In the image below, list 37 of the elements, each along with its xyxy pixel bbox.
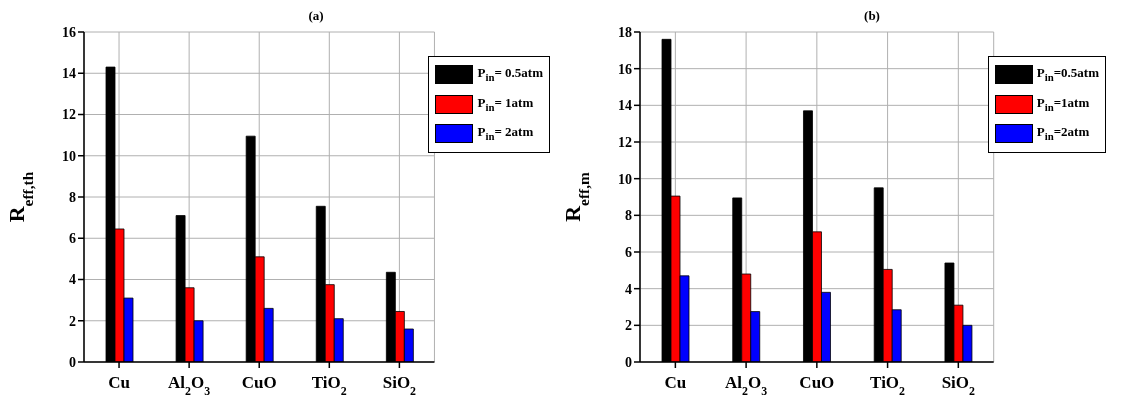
y-tick-label: 0: [69, 354, 76, 370]
y-tick-label: 0: [625, 354, 632, 370]
y-tick-label: 2: [69, 313, 76, 329]
y-tick-label: 8: [625, 208, 632, 224]
x-tick-label: CuO: [241, 373, 277, 392]
y-tick-label: 18: [618, 24, 632, 40]
x-tick-label: TiO$_{2}$: [870, 373, 906, 398]
y-tick-label: 14: [618, 98, 632, 114]
x-tick-label: Cu: [664, 373, 687, 392]
y-tick-label: 12: [62, 107, 76, 123]
x-tick-label: CuO: [799, 373, 835, 392]
chart-title: (a): [307, 8, 325, 25]
y-tick-label: 4: [69, 272, 76, 288]
y-tick-label: 2: [625, 318, 632, 334]
y-tick-label: 10: [62, 148, 76, 164]
chart-title: (b): [863, 8, 881, 25]
y-tick-label: 8: [69, 189, 76, 205]
legend-label: P$_{in}$= 2atm: [477, 123, 534, 144]
y-tick-label: 16: [62, 24, 76, 40]
y-tick-label: 4: [625, 281, 632, 297]
x-tick-label: TiO$_{2}$: [311, 373, 347, 398]
legend-label: P$_{in}$=1atm: [1036, 93, 1090, 115]
x-tick-label: SiO$_{2}$: [941, 373, 976, 398]
y-tick-label: 16: [618, 61, 632, 77]
legend-label: P$_{in}$= 0.5atm: [477, 64, 543, 85]
legend-label: P$_{in}$=0.5atm: [1036, 64, 1099, 85]
y-tick-label: 6: [625, 244, 632, 260]
y-tick-label: 14: [62, 66, 76, 82]
legend-label: P$_{in}$=2atm: [1036, 123, 1090, 144]
x-tick-label: Cu: [108, 373, 130, 392]
y-tick-label: 6: [69, 231, 76, 247]
y-tick-label: 10: [618, 171, 632, 187]
y-tick-label: 12: [618, 134, 632, 150]
x-tick-label: SiO$_{2}$: [382, 373, 417, 398]
x-tick-label: Al$_{2}$O$_{3}$: [725, 373, 768, 398]
x-tick-label: Al$_{2}$O$_{3}$: [168, 373, 211, 398]
legend-label: P$_{in}$= 1atm: [477, 93, 534, 115]
